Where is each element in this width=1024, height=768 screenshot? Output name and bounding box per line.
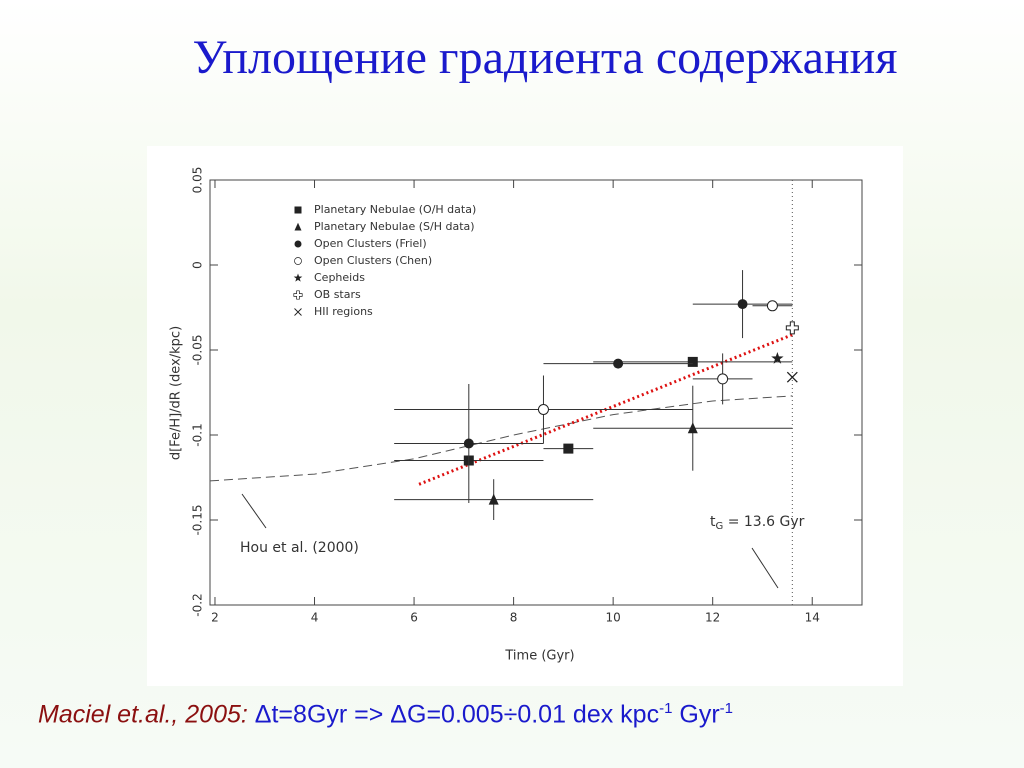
marker [613,358,624,369]
legend-marker [293,290,303,300]
legend-marker [294,206,302,214]
marker [766,300,778,312]
x-tick-label: 10 [606,611,621,625]
series [394,270,793,503]
legend-marker [294,222,302,231]
legend-item: Planetary Nebulae (O/H data) [294,203,476,216]
x-tick-label: 8 [510,611,518,625]
x-axis-label: Time (Gyr) [504,649,574,664]
legend-item: HII regions [294,305,373,318]
legend-item: Cepheids [293,271,365,284]
legend-label: Planetary Nebulae (S/H data) [314,220,475,233]
caption: Maciel et.al., 2005: Δt=8Gyr => ΔG=0.005… [38,700,733,729]
annotation-part: = 13.6 Gyr [723,514,804,530]
series [785,321,799,335]
y-tick-label: 0.05 [191,167,205,194]
legend-label: Open Clusters (Friel) [314,237,427,250]
legend-item: Open Clusters (Friel) [294,237,427,250]
slide-title: Уплощение градиента содержания [192,31,898,84]
x-tick-label: 12 [705,611,720,625]
annotation: tG = 13.6 Gyr [710,514,805,532]
caption-sup: -1 [659,700,673,717]
caption-source: Maciel et.al., 2005: [38,700,248,729]
legend-marker [294,308,302,316]
caption-text: Δt=8Gyr => ΔG=0.005÷0.01 dex kpc [247,700,660,729]
legend-item: Open Clusters (Chen) [294,254,432,267]
marker [463,438,474,449]
chart-background [147,146,903,686]
marker [737,299,748,310]
legend-label: Open Clusters (Chen) [314,254,432,267]
caption-text: Gyr [672,700,720,729]
legend-label: OB stars [314,288,361,301]
marker [488,493,499,505]
series [771,352,784,364]
marker [786,371,798,383]
plot-frame [209,179,863,606]
legend-item: OB stars [293,288,361,301]
annotation-pointer [751,547,779,589]
annotation-pointer [241,493,267,529]
legend-item: Planetary Nebulae (S/H data) [294,220,475,233]
annotation-part: t [710,514,716,530]
y-axis-label: d[Fe/H]/dR (dex/kpc) [169,326,184,460]
marker [771,352,784,364]
y-tick-label: -0.15 [191,504,205,535]
marker [785,321,799,335]
legend-label: Cepheids [314,271,365,284]
series [394,385,793,520]
x-tick-label: 4 [311,611,319,625]
legend-marker [294,257,302,265]
annotation: Hou et al. (2000) [240,540,359,556]
y-tick-label: 0 [191,261,205,269]
annotation-part: G [716,521,724,532]
y-tick-label: -0.05 [191,334,205,365]
y-tick-label: -0.2 [191,593,205,616]
x-tick-label: 2 [211,611,219,625]
dashed-line [209,395,793,482]
legend-marker [293,273,303,282]
x-tick-label: 6 [410,611,418,625]
marker [537,404,549,415]
marker [563,443,574,454]
y-tick-label: -0.1 [191,423,205,446]
marker [687,356,698,367]
legend-label: Planetary Nebulae (O/H data) [314,203,476,216]
legend-marker [294,240,302,248]
series [786,371,798,383]
marker [717,373,729,385]
marker [687,422,698,434]
x-tick-label: 14 [805,611,820,625]
caption-sup: -1 [719,700,733,717]
legend-label: HII regions [314,305,373,318]
series [394,300,793,444]
